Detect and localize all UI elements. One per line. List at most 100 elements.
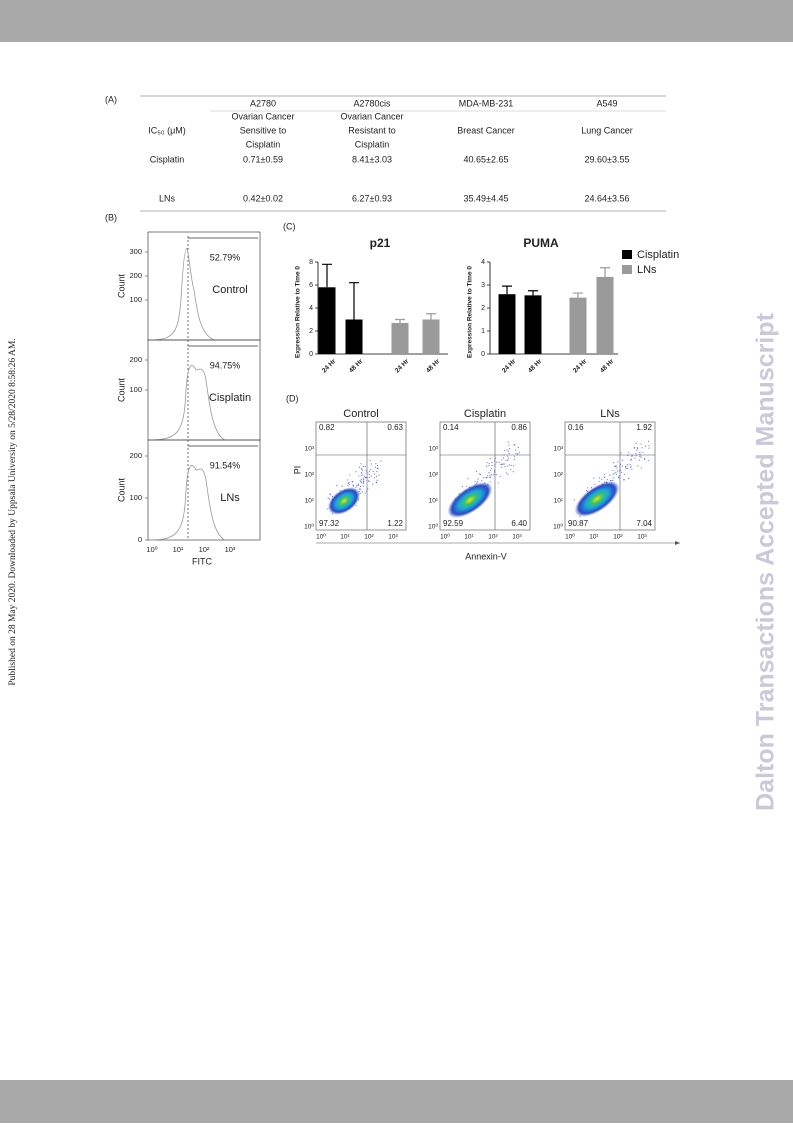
event-dot (647, 459, 649, 461)
x-tick-label: 10⁰ (146, 545, 157, 554)
event-dot (327, 497, 329, 499)
event-dot (477, 478, 479, 480)
x-tick-label: 10³ (225, 545, 236, 554)
event-dot (630, 465, 632, 467)
x-tick-label: 24 Hr (501, 358, 518, 375)
y-tick-label: 300 (129, 247, 142, 256)
y-axis-label: PI (292, 466, 302, 475)
event-dot (352, 485, 355, 487)
x-tick-label: 10² (364, 534, 374, 541)
table-cell: 40.65±2.65 (464, 154, 509, 164)
event-dot (627, 464, 629, 466)
event-dot (483, 477, 485, 479)
event-dot (648, 447, 650, 449)
x-tick-label: 10¹ (173, 545, 184, 554)
event-dot (363, 478, 365, 480)
y-tick-label: 100 (129, 385, 142, 394)
event-dot (587, 487, 589, 489)
event-dot (635, 455, 637, 457)
table-cell: 0.71±0.59 (243, 154, 283, 164)
header-bar (0, 0, 793, 42)
y-tick-label: 10⁰ (553, 523, 563, 531)
event-dot (358, 466, 361, 468)
y-tick-label: 10² (305, 472, 315, 479)
event-dot (637, 465, 639, 467)
x-axis-label: Annexin-V (465, 551, 507, 561)
event-dot (627, 467, 629, 469)
event-dot (479, 473, 482, 476)
event-dot (508, 458, 510, 460)
density-cloud (574, 481, 620, 517)
event-dot (623, 473, 626, 476)
event-dot (636, 449, 638, 451)
error-bar (600, 267, 610, 277)
event-dot (355, 486, 357, 488)
event-dot (647, 440, 650, 442)
event-dot (508, 448, 511, 450)
y-tick-label: 200 (129, 451, 142, 460)
error-bar (349, 282, 359, 320)
y-tick-label: 10⁰ (428, 523, 438, 531)
panel-label: (A) (105, 94, 117, 104)
event-dot (347, 482, 349, 484)
event-dot (502, 463, 504, 465)
y-tick-label: 10⁰ (304, 523, 314, 531)
event-dot (508, 464, 511, 466)
event-dot (327, 508, 329, 510)
event-dot (372, 483, 374, 485)
y-tick-label: 10¹ (429, 498, 439, 505)
event-dot (491, 464, 493, 467)
event-dot (504, 465, 506, 467)
event-dot (615, 465, 617, 467)
event-dot (328, 498, 330, 500)
event-dot (515, 452, 517, 454)
y-tick-label: 0 (138, 535, 142, 544)
event-dot (507, 455, 509, 457)
event-dot (636, 446, 638, 449)
histogram-name: Control (212, 284, 247, 296)
error-bar (502, 285, 512, 295)
legend-swatch (622, 265, 632, 274)
y-tick-label: 200 (129, 355, 142, 364)
event-dot (629, 463, 631, 465)
x-tick-label: 48 Hr (348, 358, 365, 375)
event-dot (362, 474, 364, 476)
event-dot (481, 480, 483, 482)
event-dot (486, 461, 488, 464)
event-dot (360, 488, 362, 490)
density-cloud (327, 487, 361, 515)
y-tick-label: 100 (129, 295, 142, 304)
event-dot (347, 479, 349, 481)
event-dot (500, 463, 502, 466)
event-dot (364, 465, 366, 468)
event-dot (360, 492, 362, 494)
event-dot (625, 467, 627, 470)
event-dot (364, 492, 366, 494)
y-tick-label: 8 (309, 259, 313, 266)
event-dot (348, 483, 350, 485)
legend-label: Cisplatin (637, 249, 679, 261)
event-dot (514, 444, 516, 446)
event-dot (486, 475, 489, 477)
event-dot (478, 473, 481, 475)
event-dot (355, 471, 357, 473)
y-tick-label: 10³ (554, 446, 564, 453)
event-dot (360, 474, 362, 477)
event-dot (349, 474, 351, 476)
x-tick-label: 10⁰ (440, 533, 450, 541)
event-dot (508, 444, 510, 446)
event-dot (370, 468, 372, 471)
event-dot (512, 471, 514, 473)
x-tick-label: 48 Hr (425, 358, 442, 375)
event-dot (360, 478, 362, 480)
event-dot (490, 481, 492, 483)
histogram-curve (149, 465, 226, 541)
event-dot (336, 484, 338, 487)
event-dot (378, 474, 380, 476)
event-dot (363, 476, 365, 478)
column-subheader: Resistant to (348, 125, 396, 135)
side-note: Published on 28 May 2020. Downloaded by … (8, 338, 18, 685)
event-dot (618, 475, 620, 477)
event-dot (374, 473, 376, 475)
